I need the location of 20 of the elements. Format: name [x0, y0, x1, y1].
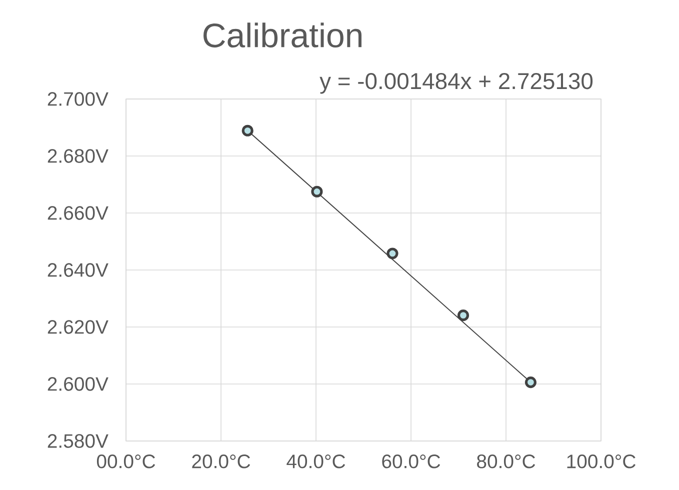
y-tick-label: 2.620V [48, 320, 108, 334]
point [457, 310, 470, 322]
point [242, 124, 254, 136]
point [311, 186, 323, 198]
y-tick-label: 2.700V [48, 92, 108, 106]
x-tick-label: 00.0°C [96, 454, 156, 468]
y-tick-label: 2.600V [48, 377, 108, 391]
point [386, 248, 398, 260]
y-tick-label: 2.580V [48, 434, 108, 448]
x-tick-label: 20.0°C [192, 454, 250, 468]
chart-title: Calibration [204, 22, 362, 48]
y-tick-label: 2.640V [48, 263, 108, 277]
x-tick-label: 100.0°C [567, 454, 636, 468]
text: y = -0.001484x + 2.725130 [320, 73, 593, 94]
point [524, 376, 536, 388]
x-tick-label: 80.0°C [477, 454, 536, 468]
y-tick-label: 2.660V [48, 206, 108, 220]
y-tick-label: 2.680V [48, 149, 108, 163]
x-tick-label: 60.0°C [382, 454, 440, 468]
x-tick-label: 40.0°C [286, 454, 346, 468]
